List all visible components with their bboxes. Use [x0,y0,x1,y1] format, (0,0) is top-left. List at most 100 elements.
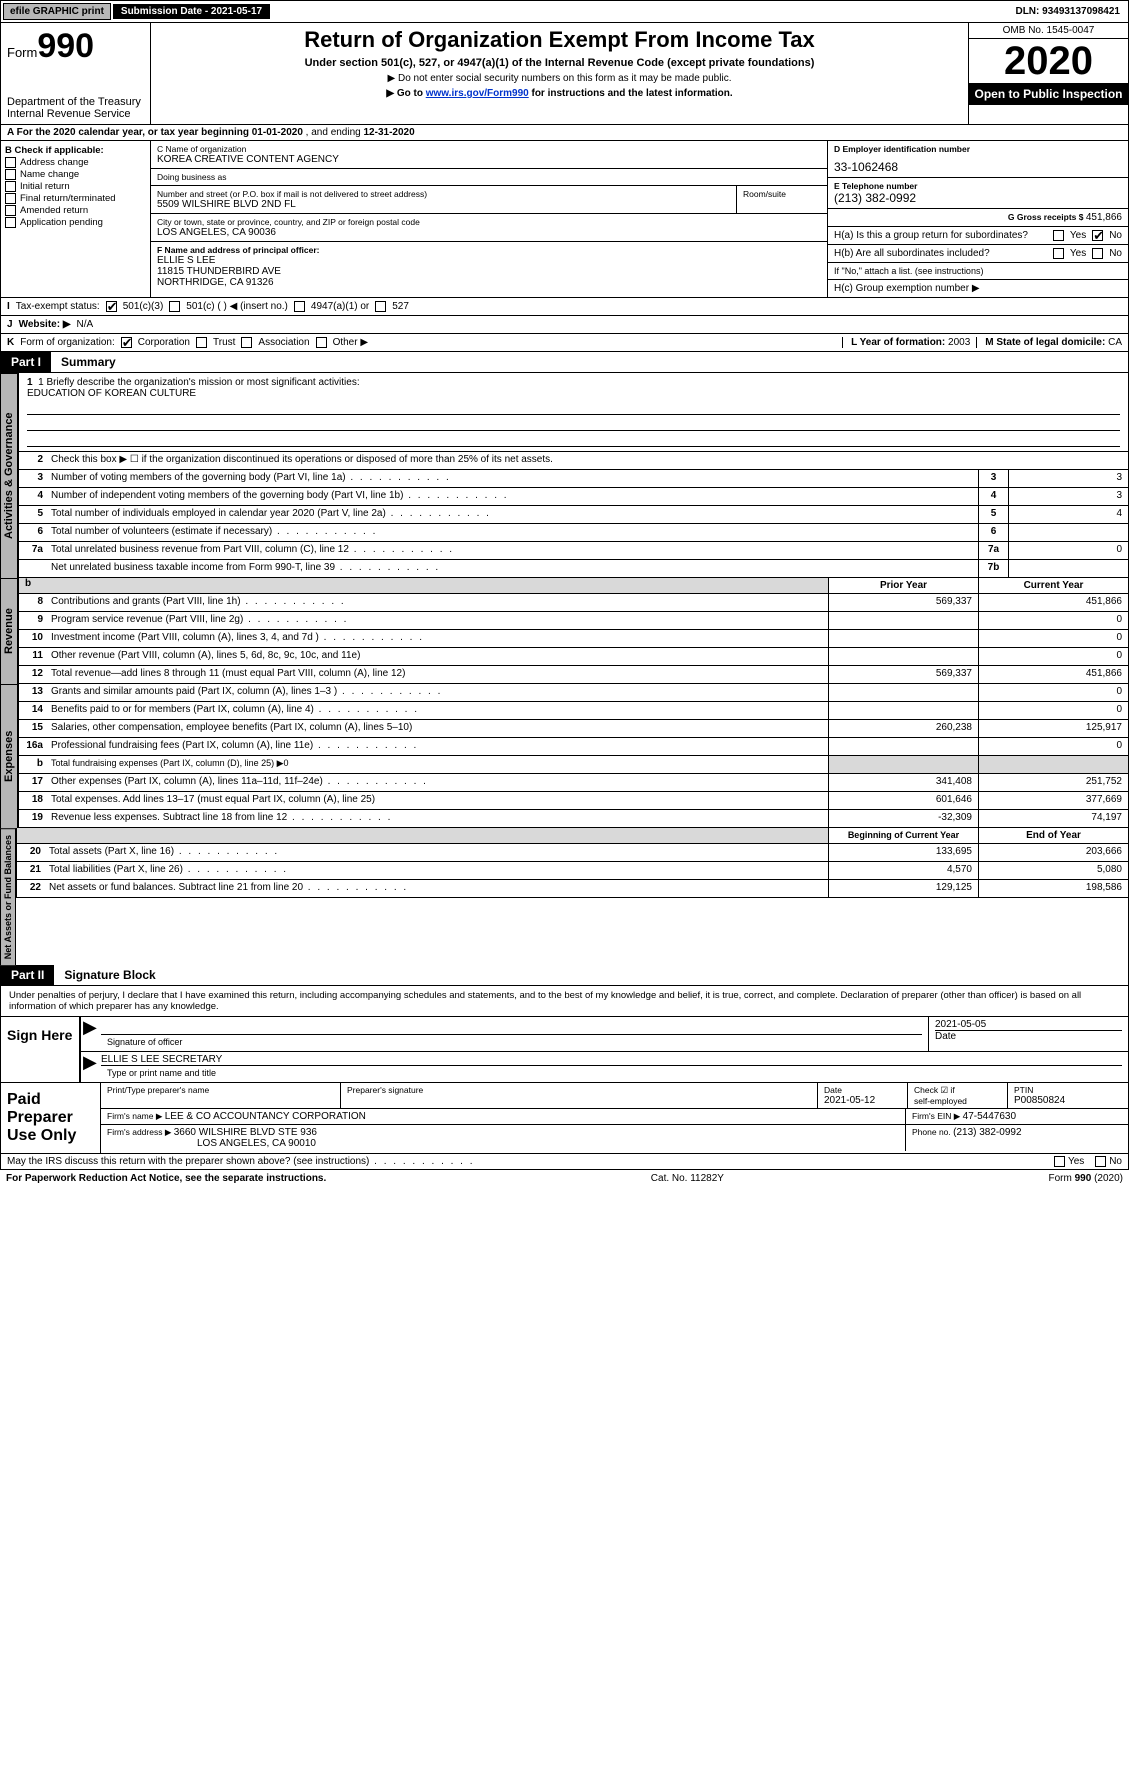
netassets-section: Net Assets or Fund Balances Beginning of… [0,828,1129,965]
irs-link[interactable]: www.irs.gov/Form990 [426,88,529,99]
col-d-ids: D Employer identification number 33-1062… [828,141,1128,297]
net22-beg: 129,125 [828,880,978,897]
val-3: 3 [1008,470,1128,487]
chk-amended[interactable] [5,205,16,216]
exp15-prior: 260,238 [828,720,978,737]
rev9-curr: 0 [978,612,1128,629]
arrow-icon: ▶ [81,1052,95,1082]
phone-value: (213) 382-0992 [834,191,1122,205]
rev11-curr: 0 [978,648,1128,665]
rev10-curr: 0 [978,630,1128,647]
hb-no[interactable] [1092,248,1103,259]
ein-value: 33-1062468 [834,160,1122,174]
row-k-form-org: K Form of organization: Corporation Trus… [0,334,1129,352]
row-i-tax-status: I Tax-exempt status: 501(c)(3) 501(c) ( … [0,298,1129,316]
dept-label: Department of the Treasury [7,96,144,108]
firm-addr1: 3660 WILSHIRE BLVD STE 936 [174,1127,317,1138]
rev12-curr: 451,866 [978,666,1128,683]
rev8-curr: 451,866 [978,594,1128,611]
paid-preparer-label: Paid Preparer Use Only [1,1083,101,1153]
chk-corp[interactable] [121,337,132,348]
officer-addr1: 11815 THUNDERBIRD AVE [157,266,821,277]
discuss-yes[interactable] [1054,1156,1065,1167]
sig-date-value: 2021-05-05 [935,1019,1122,1030]
prep-date: 2021-05-12 [824,1095,901,1106]
exp17-curr: 251,752 [978,774,1128,791]
perjury-declaration: Under penalties of perjury, I declare th… [1,986,1128,1017]
form-header: Form990 Department of the Treasury Inter… [0,23,1129,125]
hb-yes[interactable] [1053,248,1064,259]
paid-preparer-section: Paid Preparer Use Only Print/Type prepar… [0,1083,1129,1154]
revenue-section: Revenue bPrior YearCurrent Year 8Contrib… [0,578,1129,684]
val-4: 3 [1008,488,1128,505]
net20-beg: 133,695 [828,844,978,861]
row-a-tax-year: A For the 2020 calendar year, or tax yea… [0,125,1129,141]
part-2-header: Part II Signature Block [0,965,1129,986]
exp16a-curr: 0 [978,738,1128,755]
street-address: 5509 WILSHIRE BLVD 2ND FL [157,199,730,210]
chk-address[interactable] [5,157,16,168]
chk-527[interactable] [375,301,386,312]
chk-trust[interactable] [196,337,207,348]
officer-print-name: ELLIE S LEE SECRETARY [101,1054,1122,1066]
col-b-checkboxes: B Check if applicable: Address change Na… [1,141,151,297]
omb-number: OMB No. 1545-0047 [969,23,1128,39]
discuss-row: May the IRS discuss this return with the… [0,1154,1129,1170]
exp19-prior: -32,309 [828,810,978,827]
chk-pending[interactable] [5,217,16,228]
top-bar: efile GRAPHIC print Submission Date - 20… [0,0,1129,23]
gross-receipts: 451,866 [1086,212,1122,223]
subtitle-3: ▶ Go to www.irs.gov/Form990 for instruct… [159,88,960,99]
submission-date: Submission Date - 2021-05-17 [113,4,270,19]
identity-grid: B Check if applicable: Address change Na… [0,141,1129,298]
exp18-prior: 601,646 [828,792,978,809]
rev8-prior: 569,337 [828,594,978,611]
vtab-governance: Activities & Governance [0,373,18,578]
tax-year: 2020 [969,39,1128,83]
discuss-no[interactable] [1095,1156,1106,1167]
irs-label: Internal Revenue Service [7,108,144,120]
exp15-curr: 125,917 [978,720,1128,737]
firm-phone: (213) 382-0992 [953,1127,1021,1138]
chk-other[interactable] [316,337,327,348]
chk-initial[interactable] [5,181,16,192]
net20-end: 203,666 [978,844,1128,861]
subtitle-1: Under section 501(c), 527, or 4947(a)(1)… [159,57,960,69]
net21-end: 5,080 [978,862,1128,879]
firm-name: LEE & CO ACCOUNTANCY CORPORATION [165,1111,366,1122]
chk-4947[interactable] [294,301,305,312]
chk-501c[interactable] [169,301,180,312]
chk-final[interactable] [5,193,16,204]
col-c-org-info: C Name of organization KOREA CREATIVE CO… [151,141,828,297]
form-number: Form990 [7,27,144,66]
state-domicile: CA [1108,337,1122,348]
ha-yes[interactable] [1053,230,1064,241]
vtab-netassets: Net Assets or Fund Balances [0,828,16,965]
ptin-value: P00850824 [1014,1095,1122,1106]
open-public-badge: Open to Public Inspection [969,83,1128,105]
net22-end: 198,586 [978,880,1128,897]
subtitle-2: ▶ Do not enter social security numbers o… [159,73,960,84]
vtab-expenses: Expenses [0,684,18,828]
org-name: KOREA CREATIVE CONTENT AGENCY [157,154,821,165]
dln-label: DLN: 93493137098421 [1007,4,1128,19]
efile-button[interactable]: efile GRAPHIC print [3,3,111,20]
cat-number: Cat. No. 11282Y [651,1173,724,1184]
paperwork-footer: For Paperwork Reduction Act Notice, see … [0,1170,1129,1187]
rev12-prior: 569,337 [828,666,978,683]
chk-name[interactable] [5,169,16,180]
expenses-section: Expenses 13Grants and similar amounts pa… [0,684,1129,828]
city-state-zip: LOS ANGELES, CA 90036 [157,227,821,238]
sign-here-label: Sign Here [1,1017,81,1082]
val-7b [1008,560,1128,577]
chk-assoc[interactable] [241,337,252,348]
firm-addr2: LOS ANGELES, CA 90010 [107,1138,899,1149]
exp19-curr: 74,197 [978,810,1128,827]
year-formation: 2003 [948,337,970,348]
arrow-icon: ▶ [81,1017,95,1051]
firm-ein: 47-5447630 [963,1111,1016,1122]
officer-addr2: NORTHRIDGE, CA 91326 [157,277,821,288]
exp13-curr: 0 [978,684,1128,701]
chk-501c3[interactable] [106,301,117,312]
ha-no[interactable] [1092,230,1103,241]
